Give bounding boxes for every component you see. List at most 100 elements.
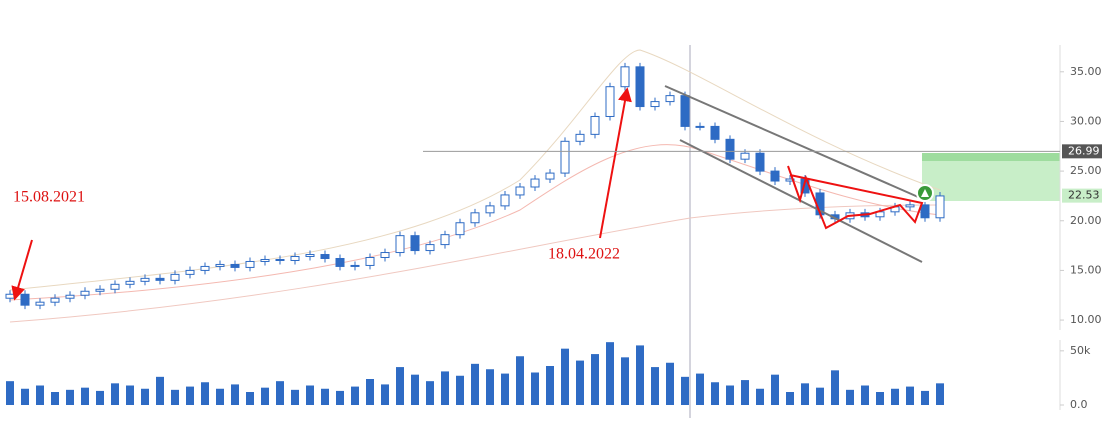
candle-body bbox=[5, 293, 15, 299]
candle-body bbox=[170, 273, 180, 281]
volume-bar bbox=[561, 348, 569, 405]
volume-bar bbox=[381, 384, 389, 405]
volume-bar bbox=[831, 370, 839, 405]
volume-bar bbox=[321, 388, 329, 405]
candle-body bbox=[515, 186, 525, 196]
candle-body bbox=[275, 258, 285, 261]
volume-bar bbox=[201, 382, 209, 405]
signal-arrow bbox=[921, 189, 929, 197]
candle-body bbox=[20, 293, 30, 306]
volume-bar bbox=[351, 386, 359, 405]
volume-bar bbox=[306, 385, 314, 405]
volume-bar bbox=[261, 387, 269, 405]
volume-bar bbox=[246, 392, 254, 405]
candle-body bbox=[65, 294, 75, 299]
volume-bar bbox=[36, 385, 44, 405]
candle-body bbox=[665, 95, 675, 103]
volume-bar bbox=[891, 388, 899, 405]
candle-body bbox=[590, 115, 600, 135]
candle-body bbox=[425, 244, 435, 252]
candle-body bbox=[740, 152, 750, 160]
candle-body bbox=[575, 133, 585, 142]
candle-body bbox=[485, 205, 495, 214]
volume-bar bbox=[726, 385, 734, 405]
candle-body bbox=[695, 125, 705, 128]
volume-bar bbox=[801, 383, 809, 405]
volume-bar bbox=[816, 387, 824, 405]
candle-body bbox=[410, 235, 420, 252]
volume-bar bbox=[171, 389, 179, 405]
volume-bar bbox=[681, 376, 689, 405]
volume-bar bbox=[606, 342, 614, 405]
volume-bar bbox=[231, 384, 239, 405]
candle-body bbox=[500, 194, 510, 207]
candle-body bbox=[290, 256, 300, 261]
candle-body bbox=[335, 257, 345, 267]
volume-bar bbox=[21, 388, 29, 405]
candle-body bbox=[320, 254, 330, 259]
volume-bar bbox=[486, 369, 494, 405]
volume-bar bbox=[411, 374, 419, 405]
candle-body bbox=[770, 170, 780, 182]
candle-body bbox=[755, 152, 765, 172]
candle-body bbox=[560, 140, 570, 174]
volume-bar bbox=[96, 390, 104, 405]
candle-body bbox=[365, 257, 375, 266]
volume-bar bbox=[741, 380, 749, 405]
candle-body bbox=[380, 252, 390, 259]
volume-bar bbox=[861, 385, 869, 405]
candle-body bbox=[470, 212, 480, 224]
y-tick-label: 20.00 bbox=[1070, 214, 1102, 227]
volume-bar bbox=[276, 381, 284, 405]
target-zone-top bbox=[922, 153, 1060, 161]
candle-body bbox=[50, 297, 60, 303]
y-tick-label: 30.00 bbox=[1070, 114, 1102, 127]
volume-bar bbox=[756, 388, 764, 405]
volume-bar bbox=[6, 381, 14, 405]
volume-bar bbox=[711, 382, 719, 405]
candle-body bbox=[935, 195, 945, 219]
pattern-lines bbox=[787, 165, 924, 230]
volume-bar bbox=[906, 386, 914, 405]
volume-bar bbox=[876, 392, 884, 405]
volume-bar bbox=[786, 392, 794, 405]
y-tick-label: 25.00 bbox=[1070, 164, 1102, 177]
candle-body bbox=[920, 204, 930, 219]
arrow bbox=[11, 239, 33, 301]
volume-bar bbox=[126, 385, 134, 405]
volume-bar bbox=[336, 390, 344, 405]
candle-body bbox=[725, 138, 735, 160]
volume-bar bbox=[501, 373, 509, 405]
volume-bar bbox=[186, 386, 194, 405]
candle-body bbox=[110, 283, 120, 290]
y-tick-label: 10.00 bbox=[1070, 313, 1102, 326]
candle-body bbox=[200, 265, 210, 271]
volume-bar bbox=[636, 345, 644, 405]
candle-body bbox=[140, 277, 150, 282]
y-tick-label: 35.00 bbox=[1070, 65, 1102, 78]
moving-average bbox=[9, 204, 941, 323]
candle-body bbox=[95, 288, 105, 292]
y-tick-label: 15.00 bbox=[1070, 263, 1102, 276]
volume-bar bbox=[546, 366, 554, 405]
volume-bar bbox=[771, 374, 779, 405]
arrow bbox=[599, 87, 632, 239]
volume-bar bbox=[156, 376, 164, 405]
candle-body bbox=[545, 172, 555, 180]
volume-bar bbox=[441, 371, 449, 405]
volume-bar bbox=[456, 375, 464, 405]
volume-bar bbox=[936, 383, 944, 405]
candle-body bbox=[305, 254, 315, 258]
volume-bar bbox=[531, 372, 539, 405]
plot bbox=[5, 62, 945, 405]
candle-body bbox=[620, 66, 630, 88]
candle-body bbox=[80, 290, 90, 296]
volume-bar bbox=[846, 389, 854, 405]
channel-upper bbox=[664, 85, 926, 201]
volume-bar bbox=[576, 360, 584, 405]
candle-body bbox=[635, 66, 645, 108]
candle-body bbox=[455, 222, 465, 236]
channel-lower bbox=[679, 139, 923, 263]
bollinger-band bbox=[9, 49, 941, 291]
volume-bar bbox=[921, 390, 929, 405]
